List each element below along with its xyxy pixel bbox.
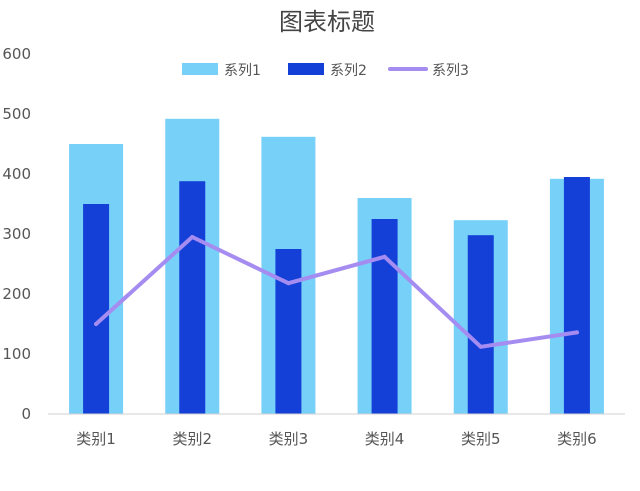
x-tick-label: 类别2 (172, 430, 212, 448)
y-tick-label: 200 (2, 285, 31, 303)
line-series (94, 235, 579, 349)
y-tick-label: 300 (2, 225, 31, 243)
x-tick-label: 类别4 (365, 430, 405, 448)
y-tick-label: 500 (2, 105, 31, 123)
x-tick-label: 类别1 (76, 430, 116, 448)
legend-swatch-series-1 (182, 63, 218, 75)
y-tick-label: 600 (2, 45, 31, 63)
x-tick-label: 类别6 (557, 430, 597, 448)
line-series-3 (94, 235, 579, 349)
line-point-类别6 (574, 330, 579, 335)
bar-series-2-类别2 (179, 181, 206, 414)
y-tick-label: 0 (21, 405, 31, 423)
line-point-类别1 (94, 322, 99, 326)
bar-series-2-类别3 (275, 249, 302, 414)
bar-series-2-类别6 (563, 177, 590, 414)
bar-series-2-类别1 (83, 204, 110, 414)
line-point-类别4 (382, 254, 387, 259)
legend-label-series-3: 系列3 (432, 63, 469, 79)
bar-series-2-类别5 (467, 235, 494, 414)
chart-title: 图表标题 (279, 8, 375, 36)
bars (69, 118, 604, 415)
y-tick-label: 400 (2, 165, 31, 183)
legend: 系列1 系列2 系列3 (182, 63, 469, 79)
line-point-类别2 (190, 235, 195, 239)
line-point-类别5 (478, 344, 483, 349)
legend-label-series-2: 系列2 (330, 63, 367, 79)
legend-swatch-series-2 (288, 63, 324, 75)
legend-label-series-1: 系列1 (224, 63, 261, 79)
line-point-类别3 (286, 281, 291, 286)
x-tick-label: 类别5 (461, 430, 501, 448)
x-tick-label: 类别3 (269, 430, 309, 448)
bar-series-2-类别4 (371, 219, 398, 414)
y-tick-label: 100 (2, 345, 31, 363)
x-axis-ticks: 类别1 类别2 类别3 类别4 类别5 类别6 (76, 430, 596, 448)
y-axis-ticks: 0 100 200 300 400 500 600 (2, 45, 31, 423)
